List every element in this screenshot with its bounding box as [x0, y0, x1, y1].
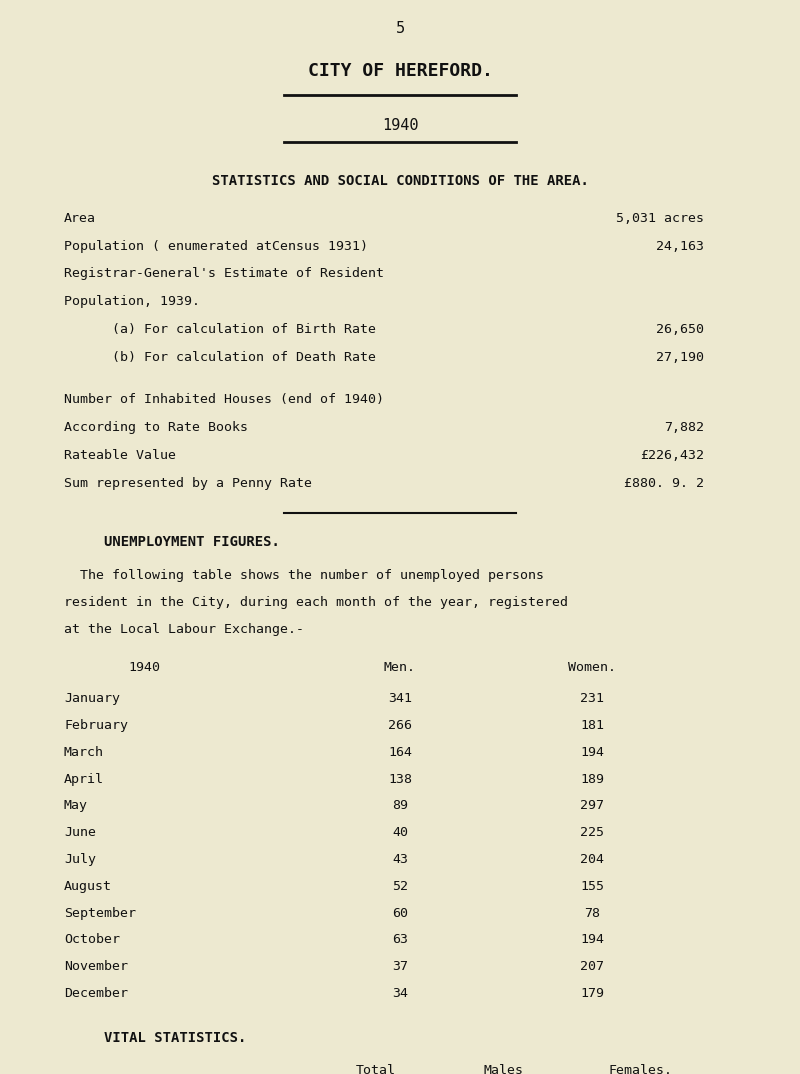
Text: 40: 40 [392, 826, 408, 839]
Text: 63: 63 [392, 933, 408, 946]
Text: March: March [64, 745, 104, 758]
Text: Sum represented by a Penny Rate: Sum represented by a Penny Rate [64, 477, 312, 490]
Text: April: April [64, 772, 104, 785]
Text: 225: 225 [580, 826, 604, 839]
Text: 181: 181 [580, 719, 604, 732]
Text: 194: 194 [580, 933, 604, 946]
Text: February: February [64, 719, 128, 732]
Text: According to Rate Books: According to Rate Books [64, 421, 248, 434]
Text: 43: 43 [392, 853, 408, 866]
Text: (b) For calculation of Death Rate: (b) For calculation of Death Rate [112, 351, 376, 364]
Text: 297: 297 [580, 799, 604, 812]
Text: The following table shows the number of unemployed persons: The following table shows the number of … [64, 569, 544, 582]
Text: September: September [64, 906, 136, 919]
Text: Number of Inhabited Houses (end of 1940): Number of Inhabited Houses (end of 1940) [64, 393, 384, 406]
Text: £226,432: £226,432 [640, 449, 704, 462]
Text: UNEMPLOYMENT FIGURES.: UNEMPLOYMENT FIGURES. [104, 536, 280, 550]
Text: CITY OF HEREFORD.: CITY OF HEREFORD. [307, 62, 493, 81]
Text: 155: 155 [580, 880, 604, 892]
Text: August: August [64, 880, 112, 892]
Text: Registrar-General's Estimate of Resident: Registrar-General's Estimate of Resident [64, 267, 384, 280]
Text: July: July [64, 853, 96, 866]
Text: at the Local Labour Exchange.-: at the Local Labour Exchange.- [64, 623, 304, 636]
Text: 7,882: 7,882 [664, 421, 704, 434]
Text: Total: Total [356, 1064, 396, 1074]
Text: VITAL STATISTICS.: VITAL STATISTICS. [104, 1031, 246, 1045]
Text: £880. 9. 2: £880. 9. 2 [624, 477, 704, 490]
Text: 194: 194 [580, 745, 604, 758]
Text: 26,650: 26,650 [656, 323, 704, 336]
Text: Rateable Value: Rateable Value [64, 449, 176, 462]
Text: 266: 266 [388, 719, 412, 732]
Text: November: November [64, 960, 128, 973]
Text: June: June [64, 826, 96, 839]
Text: 179: 179 [580, 987, 604, 1000]
Text: 204: 204 [580, 853, 604, 866]
Text: Males: Males [484, 1064, 524, 1074]
Text: January: January [64, 692, 120, 706]
Text: Area: Area [64, 212, 96, 224]
Text: 52: 52 [392, 880, 408, 892]
Text: Men.: Men. [384, 662, 416, 674]
Text: 231: 231 [580, 692, 604, 706]
Text: 24,163: 24,163 [656, 240, 704, 252]
Text: 5,031 acres: 5,031 acres [616, 212, 704, 224]
Text: resident in the City, during each month of the year, registered: resident in the City, during each month … [64, 596, 568, 609]
Text: 189: 189 [580, 772, 604, 785]
Text: 5: 5 [395, 21, 405, 37]
Text: 1940: 1940 [128, 662, 160, 674]
Text: 27,190: 27,190 [656, 351, 704, 364]
Text: STATISTICS AND SOCIAL CONDITIONS OF THE AREA.: STATISTICS AND SOCIAL CONDITIONS OF THE … [211, 174, 589, 188]
Text: Population, 1939.: Population, 1939. [64, 295, 200, 308]
Text: May: May [64, 799, 88, 812]
Text: 60: 60 [392, 906, 408, 919]
Text: (a) For calculation of Birth Rate: (a) For calculation of Birth Rate [112, 323, 376, 336]
Text: 207: 207 [580, 960, 604, 973]
Text: Females.: Females. [608, 1064, 672, 1074]
Text: Population ( enumerated atCensus 1931): Population ( enumerated atCensus 1931) [64, 240, 368, 252]
Text: 37: 37 [392, 960, 408, 973]
Text: December: December [64, 987, 128, 1000]
Text: 138: 138 [388, 772, 412, 785]
Text: 341: 341 [388, 692, 412, 706]
Text: October: October [64, 933, 120, 946]
Text: 164: 164 [388, 745, 412, 758]
Text: 34: 34 [392, 987, 408, 1000]
Text: 78: 78 [584, 906, 600, 919]
Text: 1940: 1940 [382, 118, 418, 133]
Text: Women.: Women. [568, 662, 616, 674]
Text: 89: 89 [392, 799, 408, 812]
